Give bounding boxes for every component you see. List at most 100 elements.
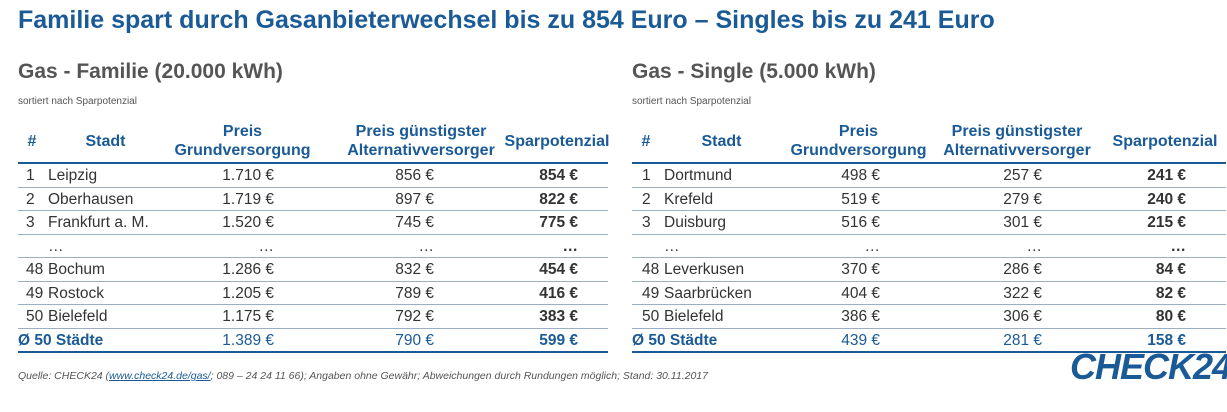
cell-alt-price: 322 €: [1003, 284, 1042, 302]
cell-savings: 416 €: [539, 284, 578, 302]
cell-rank: 3: [26, 214, 35, 231]
header-nr: #: [27, 133, 37, 150]
cell-alt-price: …: [1026, 237, 1043, 255]
table-single-subtitle: sortiert nach Sparpotenzial: [632, 96, 751, 107]
avg-label: Ø 50 Städte: [18, 331, 104, 349]
table-row: 50 Bielefeld 1.175 € 792 € 383 €: [18, 305, 608, 329]
cell-base-price: 1.175 €: [222, 308, 274, 325]
header-nr: #: [641, 133, 651, 150]
cell-base-price: 519 €: [841, 190, 880, 208]
cell-rank: 2: [642, 190, 651, 208]
page-title: Familie spart durch Gasanbieterwechsel b…: [18, 6, 995, 34]
table-row: 49 Saarbrücken 404 € 322 € 82 €: [632, 282, 1226, 305]
cell-alt-price: 792 €: [395, 308, 434, 325]
cell-savings: …: [562, 237, 579, 255]
source-link[interactable]: www.check24.de/gas/: [109, 370, 211, 382]
table-row: 3 Duisburg 516 € 301 € 215 €: [632, 211, 1226, 235]
cell-rank: 50: [26, 308, 44, 325]
cell-rank: 49: [642, 284, 660, 302]
table-row: 1 Dortmund 498 € 257 € 241 €: [632, 164, 1226, 188]
cell-base-price: 370 €: [841, 261, 880, 278]
table-row: … … … …: [632, 235, 1226, 258]
cell-savings: 383 €: [539, 308, 578, 325]
cell-city: Krefeld: [664, 190, 714, 208]
header-alt-l2: Alternativversorger: [943, 142, 1091, 159]
cell-base-price: …: [258, 237, 275, 255]
table-row: 50 Bielefeld 386 € 306 € 80 €: [632, 305, 1226, 329]
table-row: …………: [18, 235, 608, 258]
cell-alt-price: 286 €: [1003, 261, 1042, 278]
header-alt-l2: Alternativversorger: [347, 142, 495, 159]
cell-base-price: 1.286 €: [222, 261, 274, 278]
header-spar: Sparpotenzial: [504, 133, 610, 150]
avg-spar: 599 €: [539, 331, 578, 349]
table-row: 2 Krefeld 519 € 279 € 240 €: [632, 188, 1226, 211]
check24-logo: CHECK24: [1070, 346, 1227, 387]
cell-savings: …: [1170, 237, 1187, 255]
avg-spar: 158 €: [1147, 331, 1186, 349]
table-familie-title: Gas - Familie (20.000 kWh): [18, 60, 283, 83]
cell-base-price: 1.205 €: [222, 284, 274, 302]
header-grund-l2: Grundversorgung: [790, 142, 927, 159]
cell-city: Dortmund: [664, 167, 733, 184]
avg-alt: 790 €: [395, 331, 434, 349]
cell-city: Saarbrücken: [664, 284, 752, 302]
table-row: 3 Frankfurt a. M. 1.520 € 745 € 775 €: [18, 211, 608, 235]
cell-savings: 822 €: [539, 190, 578, 208]
cell-city: Frankfurt a. M.: [48, 214, 149, 231]
header-stadt: Stadt: [701, 133, 742, 150]
cell-rank: 3: [642, 214, 651, 231]
avg-grund: 1.389 €: [222, 331, 274, 349]
cell-alt-price: 745 €: [395, 214, 434, 231]
cell-alt-price: 306 €: [1003, 308, 1042, 325]
avg-alt: 281 €: [1003, 331, 1042, 349]
table-single: Gas - Single (5.000 kWh) sortiert nach S…: [632, 60, 1226, 353]
cell-city: Oberhausen: [48, 190, 134, 208]
cell-savings: 854 €: [539, 167, 578, 184]
cell-base-price: 1.520 €: [222, 214, 274, 231]
cell-city: Duisburg: [664, 214, 727, 231]
header-spar: Sparpotenzial: [1112, 133, 1218, 150]
table-familie-body: 1 Leipzig 1.710 € 856 € 854 € 2 Oberhausen 1.71…: [18, 164, 608, 329]
cell-rank: 48: [642, 261, 660, 278]
footer-suffix: ; 089 – 24 24 11 66); Angaben ohne Gewäh…: [210, 370, 708, 382]
cell-rank: 1: [26, 167, 35, 184]
table-row: 49 Rostock 1.205 € 789 € 416 €: [18, 282, 608, 305]
cell-rank: 48: [26, 261, 44, 278]
table-familie-header: # Stadt Preis Grundversorgung Preis güns…: [18, 122, 609, 164]
cell-alt-price: 897 €: [395, 190, 434, 208]
cell-alt-price: 832 €: [395, 261, 434, 278]
cell-base-price: …: [864, 237, 881, 255]
cell-savings: 82 €: [1155, 284, 1186, 302]
cell-base-price: 1.710 €: [222, 167, 274, 184]
cell-city: …: [48, 237, 64, 255]
cell-base-price: 404 €: [841, 284, 880, 302]
avg-grund: 439 €: [841, 331, 880, 349]
cell-base-price: 498 €: [841, 167, 880, 184]
table-row: 48 Leverkusen 370 € 286 € 84 €: [632, 258, 1226, 282]
table-single-body: 1 Dortmund 498 € 257 € 241 € 2 Krefeld 519 € 279…: [632, 164, 1226, 329]
table-familie: Gas - Familie (20.000 kWh) sortiert nach…: [18, 60, 609, 353]
cell-rank: 2: [26, 190, 35, 208]
table-familie-subtitle: sortiert nach Sparpotenzial: [18, 96, 137, 107]
cell-savings: 454 €: [539, 261, 578, 278]
table-single-avg-row: Ø 50 Städte 439 € 281 € 158 €: [632, 329, 1226, 353]
cell-base-price: 516 €: [841, 214, 880, 231]
cell-city: …: [664, 237, 680, 255]
table-single-title: Gas - Single (5.000 kWh): [632, 60, 876, 83]
cell-savings: 240 €: [1147, 190, 1186, 208]
header-stadt: Stadt: [85, 133, 126, 150]
cell-city: Bielefeld: [664, 308, 724, 325]
cell-savings: 215 €: [1147, 214, 1186, 231]
header-grund-l1: Preis: [838, 123, 879, 140]
header-grund-l2: Grundversorgung: [174, 142, 311, 159]
table-row: 1 Leipzig 1.710 € 856 € 854 €: [18, 164, 608, 188]
cell-city: Leipzig: [48, 167, 98, 184]
cell-savings: 775 €: [539, 214, 578, 231]
table-row: 2 Oberhausen 1.719 € 897 € 822 €: [18, 188, 608, 211]
header-alt-l1: Preis günstigster: [951, 123, 1083, 140]
cell-alt-price: 301 €: [1003, 214, 1042, 231]
table-single-header: # Stadt Preis Grundversorgung Preis güns…: [632, 122, 1226, 164]
cell-city: Bielefeld: [48, 308, 108, 325]
source-footnote: Quelle: CHECK24 (www.check24.de/gas/; 08…: [18, 370, 708, 382]
